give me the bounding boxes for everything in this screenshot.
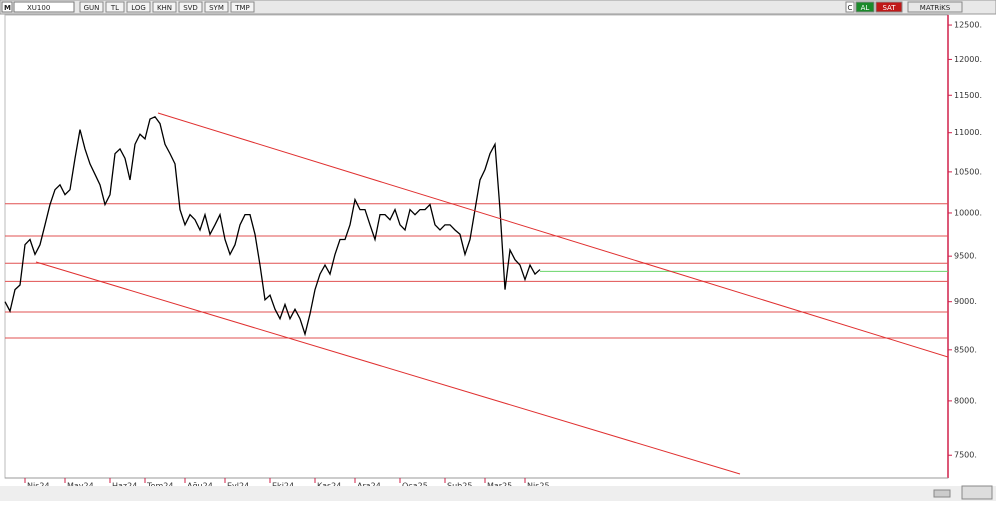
plot-area — [4, 14, 949, 479]
toolbar-button[interactable] — [126, 1, 151, 13]
symbol-box[interactable] — [1, 1, 13, 13]
toolbar-button-label: SAT — [882, 4, 896, 12]
y-tick-label: 10000. — [954, 208, 982, 217]
toolbar-button-label: TMP — [234, 4, 250, 12]
toolbar-button[interactable] — [79, 1, 104, 13]
scrollbar[interactable] — [0, 486, 996, 501]
y-tick-label: 11000. — [954, 128, 982, 137]
toolbar-button[interactable] — [105, 1, 125, 13]
toolbar-button-label: AL — [861, 4, 870, 12]
marks — [4, 115, 541, 337]
trendline — [157, 112, 948, 358]
toolbar-button-label: C — [848, 4, 853, 12]
toolbar-button[interactable] — [152, 1, 177, 13]
toolbar-button-label: GUN — [84, 4, 100, 12]
toolbar-button[interactable] — [875, 1, 903, 13]
y-tick-label: 12000. — [954, 55, 982, 64]
y-tick-label: 12500. — [954, 21, 982, 30]
toolbar-button[interactable] — [178, 1, 203, 13]
toolbar-button[interactable] — [907, 1, 963, 13]
y-tick-label: 11500. — [954, 91, 982, 100]
y-tick-label: 8500. — [954, 345, 977, 354]
zoom-controls[interactable] — [961, 485, 993, 500]
toolbar-button[interactable] — [845, 1, 855, 13]
y-tick-label: 9000. — [954, 297, 977, 306]
symbol-icon: M — [4, 4, 11, 12]
toolbar-right: C AL SAT MATRiKS — [845, 1, 963, 13]
toolbar-button-label: SYM — [209, 4, 224, 12]
trendline — [35, 261, 741, 475]
toolbar-button-label: TL — [110, 4, 119, 12]
y-tick-label: 9500. — [954, 252, 977, 261]
toolbar-buttons: GUN TL LOG KHN SVD SYM TMP — [79, 1, 255, 13]
toolbar-button[interactable] — [204, 1, 229, 13]
symbol: XU100 — [27, 4, 50, 12]
toolbar-button-label: MATRiKS — [920, 4, 951, 12]
price-line — [4, 115, 541, 337]
scroll-thumb[interactable] — [933, 489, 951, 498]
toolbar-button[interactable] — [855, 1, 875, 13]
trendlines — [35, 112, 948, 475]
toolbar-button-label: SVD — [183, 4, 198, 12]
y-tick-label: 10500. — [954, 167, 982, 176]
toolbar-button-label: LOG — [131, 4, 146, 12]
y-tick-label: 8000. — [954, 396, 977, 405]
symbol-input[interactable] — [13, 1, 75, 13]
toolbar-button[interactable] — [230, 1, 255, 13]
y-tick-label: 7500. — [954, 451, 977, 460]
toolbar-button-label: KHN — [157, 4, 172, 12]
